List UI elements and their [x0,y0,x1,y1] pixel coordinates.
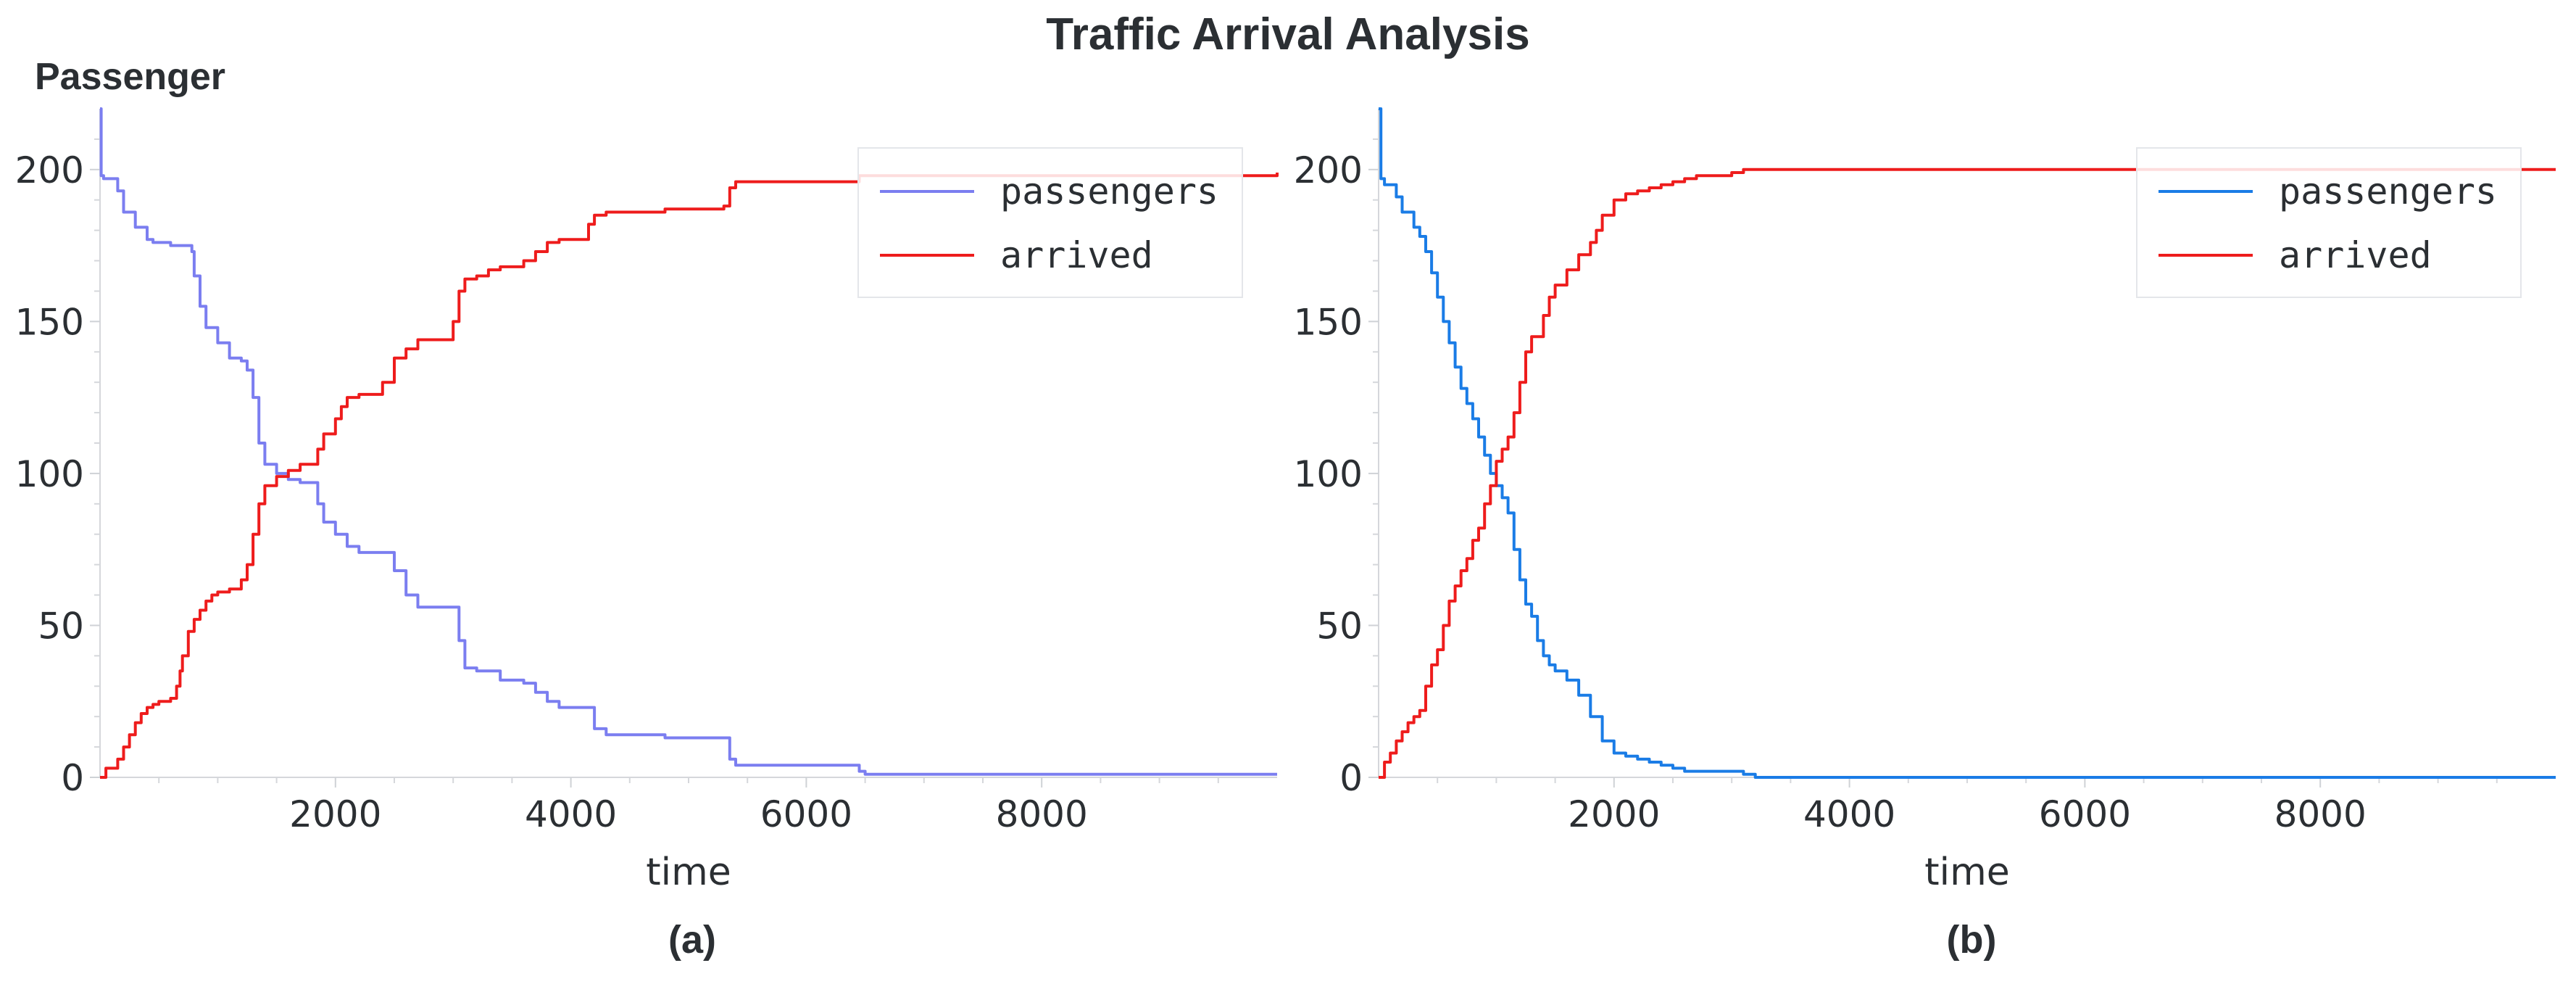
legend-label-arrived: arrived [1000,234,1153,276]
panel-label-b: (b) [1946,918,1997,962]
panel-label-a: (a) [668,918,716,962]
legend-label-passengers: passengers [1000,170,1218,212]
chart-panel-a: 2000 4000 6000 8000 0 50 100 150 200 time passenge… [15,107,1279,894]
legend-box [857,147,1243,298]
y-tick-label: 0 [1339,757,1363,799]
y-tick-label: 50 [38,605,84,647]
x-tick-label: 6000 [2039,793,2131,835]
legend-box [2136,147,2522,298]
y-tick-label: 150 [1294,301,1363,343]
series-line-arrived [1379,168,2556,779]
y-tick-label: 200 [15,149,84,191]
x-tick-label: 6000 [760,793,852,835]
y-tick-label: 100 [1294,453,1363,495]
x-axis-label: time [646,851,731,894]
y-tick-label: 150 [15,301,84,343]
x-tick-label: 4000 [1803,793,1895,835]
y-tick-label: 0 [61,757,84,799]
y-tick-label: 200 [1294,149,1363,191]
x-tick-label: 2000 [289,793,381,835]
x-tick-label: 8000 [996,793,1088,835]
x-tick-label: 4000 [525,793,617,835]
x-tick-label: 2000 [1568,793,1660,835]
legend-label-arrived: arrived [2279,234,2432,276]
y-axis-title: Passenger [35,56,226,98]
series-line-arrived [100,173,1279,779]
legend-label-passengers: passengers [2279,170,2497,212]
series-line-passengers [1379,107,2556,779]
legend: passengers arrived [857,147,1243,298]
series-line-passengers [99,107,1277,776]
figure-title: Traffic Arrival Analysis [1046,9,1530,59]
chart-panel-b: 2000 4000 6000 8000 0 50 100 150 200 time passenge… [1294,107,2556,894]
legend: passengers arrived [2136,147,2522,298]
x-axis-label: time [1924,851,2009,894]
x-tick-label: 8000 [2274,793,2367,835]
y-tick-label: 100 [15,453,84,495]
y-tick-label: 50 [1316,605,1363,647]
